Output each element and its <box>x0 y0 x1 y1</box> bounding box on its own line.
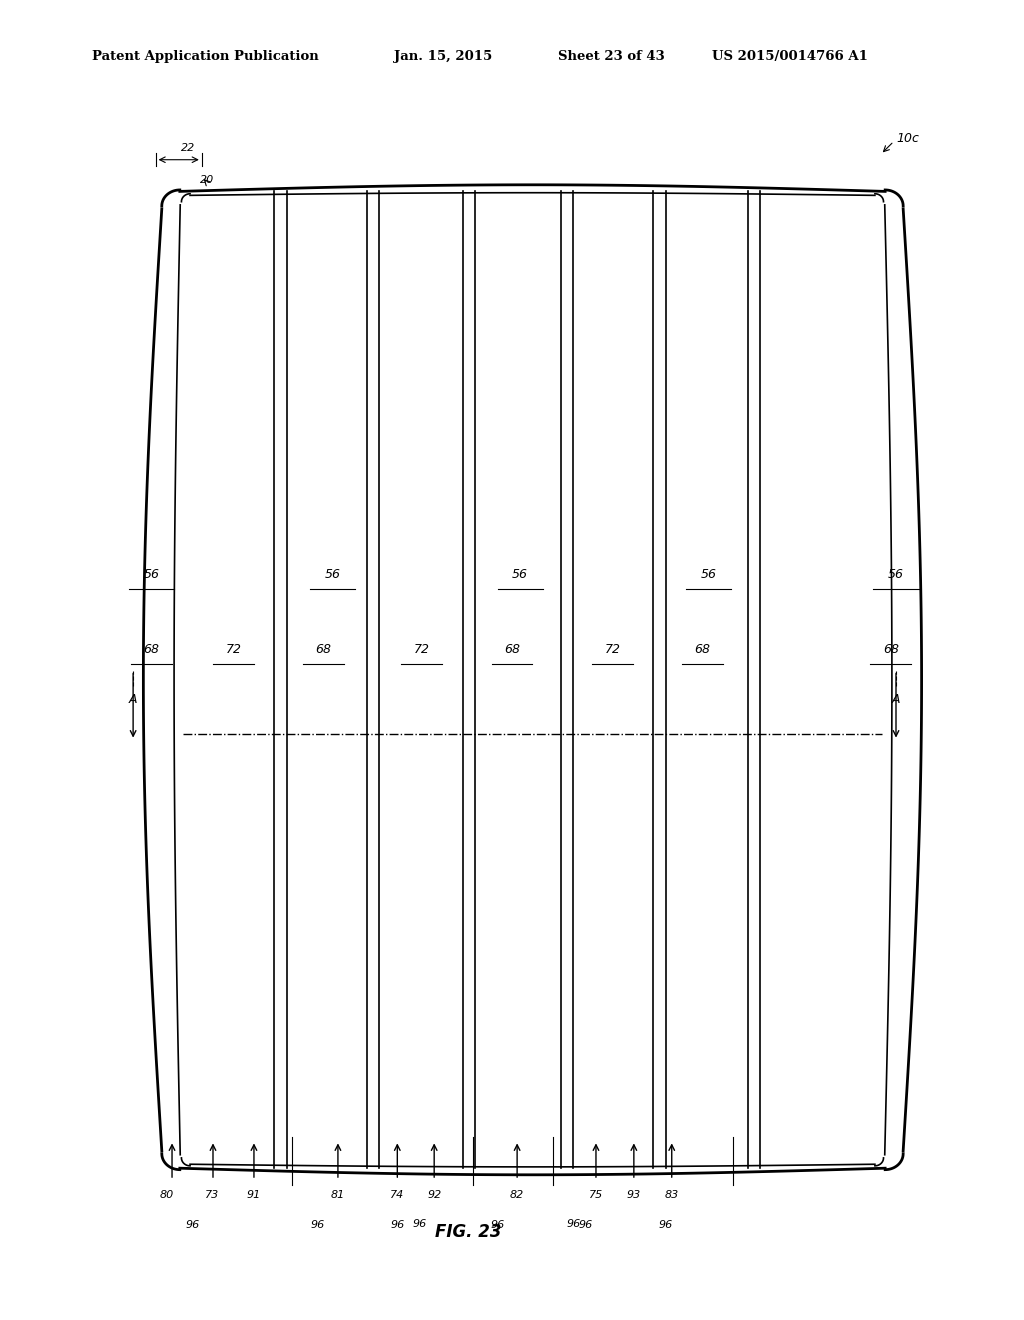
Text: 96: 96 <box>658 1220 673 1230</box>
Text: 73: 73 <box>205 1189 219 1200</box>
Text: 82: 82 <box>510 1189 524 1200</box>
Text: 56: 56 <box>888 568 904 581</box>
Text: 75: 75 <box>589 1189 603 1200</box>
Text: 96: 96 <box>413 1218 427 1229</box>
Text: 68: 68 <box>883 643 899 656</box>
Text: 22: 22 <box>181 143 196 153</box>
Text: 68: 68 <box>504 643 520 656</box>
Text: 56: 56 <box>143 568 160 581</box>
Text: FIG. 23: FIG. 23 <box>435 1222 502 1241</box>
Text: 96: 96 <box>566 1218 581 1229</box>
Text: 68: 68 <box>315 643 332 656</box>
Text: 96: 96 <box>579 1220 593 1230</box>
Text: 83: 83 <box>665 1189 679 1200</box>
Text: 96: 96 <box>490 1220 505 1230</box>
Text: 80: 80 <box>160 1189 174 1200</box>
Text: 96: 96 <box>390 1220 404 1230</box>
Text: US 2015/0014766 A1: US 2015/0014766 A1 <box>712 50 867 63</box>
Text: 93: 93 <box>627 1189 641 1200</box>
Text: 56: 56 <box>700 568 717 581</box>
Text: 72: 72 <box>225 643 242 656</box>
Text: 74: 74 <box>390 1189 404 1200</box>
Text: 56: 56 <box>325 568 341 581</box>
Text: Patent Application Publication: Patent Application Publication <box>92 50 318 63</box>
Text: 68: 68 <box>143 643 160 656</box>
Text: 56: 56 <box>512 568 528 581</box>
Text: 68: 68 <box>694 643 711 656</box>
Text: 92: 92 <box>427 1189 441 1200</box>
Text: A: A <box>129 693 137 706</box>
Text: 96: 96 <box>310 1220 325 1230</box>
Text: 72: 72 <box>414 643 430 656</box>
Text: 91: 91 <box>247 1189 261 1200</box>
Text: 81: 81 <box>331 1189 345 1200</box>
Text: 96: 96 <box>185 1220 200 1230</box>
Text: A: A <box>892 693 900 706</box>
Text: 20: 20 <box>200 174 214 185</box>
Text: 10c: 10c <box>896 132 919 145</box>
Text: Jan. 15, 2015: Jan. 15, 2015 <box>394 50 493 63</box>
Text: 72: 72 <box>604 643 621 656</box>
Text: Sheet 23 of 43: Sheet 23 of 43 <box>558 50 665 63</box>
